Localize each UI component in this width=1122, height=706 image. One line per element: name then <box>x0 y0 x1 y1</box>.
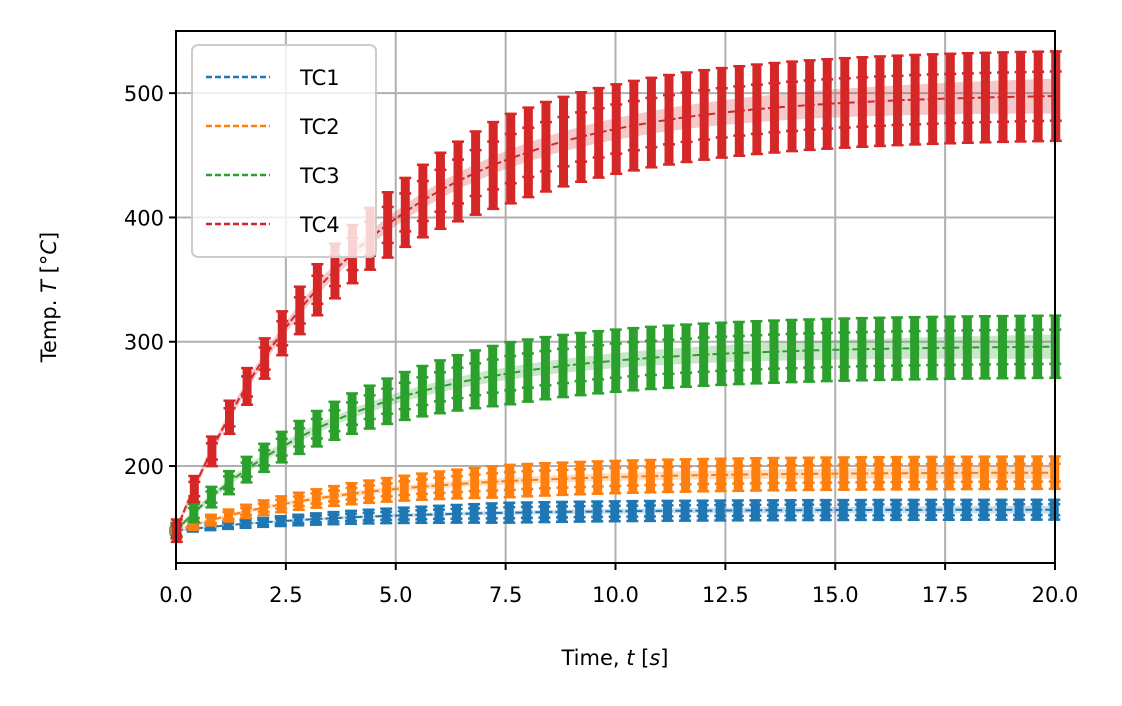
x-tick-label: 15.0 <box>812 583 859 607</box>
error-bar <box>821 57 834 150</box>
series-line <box>175 345 1056 532</box>
error-bar <box>926 315 939 381</box>
legend-item-tc2: TC2 <box>206 115 340 139</box>
error-bar <box>399 176 412 249</box>
error-bar <box>608 500 621 523</box>
error-bar <box>785 456 798 492</box>
error-bar <box>398 370 411 422</box>
error-bar <box>943 455 956 491</box>
error-bar <box>979 51 992 144</box>
error-bar <box>680 71 693 164</box>
error-bar <box>873 316 886 382</box>
legend-item-tc4: TC4 <box>206 213 340 237</box>
error-bar <box>644 458 657 494</box>
x-tick-label: 20.0 <box>1032 583 1079 607</box>
error-bar <box>592 86 605 179</box>
error-bar <box>345 482 358 506</box>
error-bar <box>433 470 446 501</box>
error-bar <box>257 516 270 529</box>
x-tick-label: 5.0 <box>379 583 412 607</box>
error-bar <box>538 500 551 524</box>
error-bar <box>679 499 692 522</box>
y-tick-label: 300 <box>124 331 164 355</box>
series-tc1 <box>169 498 1061 535</box>
axis-ticks: 0.0 2.5 5.0 7.5 10.0 12.5 15.0 17.5 20.0 200 300 40… <box>124 82 1078 607</box>
legend-label: TC3 <box>299 164 340 188</box>
y-tick-label: 400 <box>124 206 164 230</box>
error-bar <box>715 321 728 387</box>
y-tick-label: 200 <box>124 455 164 479</box>
legend: TC1 TC2 TC3 TC4 <box>191 44 377 258</box>
error-bar <box>855 316 868 382</box>
error-bar <box>838 56 851 149</box>
error-bar <box>397 506 410 525</box>
error-bar <box>487 120 500 211</box>
x-tick-label: 0.0 <box>159 583 192 607</box>
error-bar <box>714 457 727 493</box>
error-bar <box>503 463 516 499</box>
error-bar <box>785 318 798 384</box>
error-bar <box>766 499 779 522</box>
error-bar <box>907 498 920 522</box>
error-bar <box>275 495 288 514</box>
error-bar <box>891 54 904 147</box>
error-bar <box>574 460 587 496</box>
error-bar <box>750 63 763 156</box>
error-bar <box>468 502 481 524</box>
y-axis-label: Temp. T [°C] <box>37 232 61 363</box>
error-bar <box>205 435 218 468</box>
error-bar <box>837 498 850 522</box>
error-bar <box>943 315 956 381</box>
error-bar <box>696 499 709 522</box>
x-tick-label: 2.5 <box>269 583 302 607</box>
series-line <box>175 471 1055 532</box>
legend-label: TC1 <box>299 66 340 90</box>
series-line <box>175 508 1055 532</box>
x-tick-label: 7.5 <box>489 583 522 607</box>
error-bar <box>732 457 745 493</box>
plot-area <box>169 50 1062 544</box>
y-tick-label: 500 <box>124 82 164 106</box>
error-bar <box>977 498 990 521</box>
error-bar <box>644 325 657 391</box>
legend-label: TC2 <box>299 115 340 139</box>
error-bar <box>872 498 885 522</box>
legend-box <box>191 44 377 258</box>
series-tc3 <box>170 314 1062 540</box>
error-bar <box>416 163 429 239</box>
error-bar <box>452 140 465 223</box>
error-bar <box>1014 314 1027 380</box>
series-line <box>175 95 1056 532</box>
legend-item-tc1: TC1 <box>206 66 340 90</box>
error-bar <box>205 485 218 509</box>
error-bar <box>872 455 885 491</box>
error-bar <box>327 510 340 526</box>
x-axis-label: Time, t [s] <box>560 646 668 670</box>
x-tick-label: 10.0 <box>592 583 639 607</box>
legend-label: TC4 <box>299 213 340 237</box>
x-tick-label: 12.5 <box>702 583 749 607</box>
error-bar <box>1013 455 1026 491</box>
legend-item-tc3: TC3 <box>206 164 340 188</box>
error-bar <box>574 331 587 397</box>
uncertainty-band <box>176 505 1055 532</box>
error-bar <box>434 151 447 231</box>
error-bar <box>486 344 499 408</box>
error-bar <box>416 364 429 418</box>
error-bar <box>469 130 482 216</box>
error-bar <box>239 518 252 530</box>
error-bar <box>909 53 922 146</box>
error-bar <box>363 479 376 505</box>
series-tc2 <box>169 455 1061 536</box>
error-bar <box>802 456 815 492</box>
x-tick-label: 17.5 <box>922 583 969 607</box>
error-bar <box>504 112 517 205</box>
